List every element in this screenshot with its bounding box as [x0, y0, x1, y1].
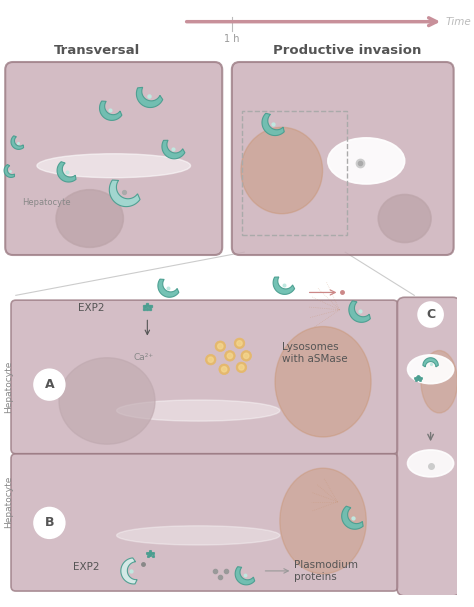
- Polygon shape: [273, 277, 295, 294]
- Polygon shape: [11, 136, 24, 149]
- Polygon shape: [137, 87, 163, 107]
- Circle shape: [215, 341, 226, 351]
- Text: Ca²⁺: Ca²⁺: [134, 353, 154, 362]
- Circle shape: [237, 341, 242, 346]
- Ellipse shape: [328, 138, 405, 184]
- Ellipse shape: [117, 400, 280, 421]
- Polygon shape: [158, 279, 179, 297]
- Text: Hepatocyte: Hepatocyte: [5, 361, 14, 413]
- Polygon shape: [57, 161, 76, 182]
- Circle shape: [239, 365, 244, 370]
- Circle shape: [219, 364, 229, 375]
- Text: EXP2: EXP2: [73, 562, 100, 572]
- FancyBboxPatch shape: [232, 62, 454, 255]
- Circle shape: [241, 351, 252, 361]
- Ellipse shape: [408, 355, 454, 384]
- Circle shape: [418, 302, 443, 327]
- Ellipse shape: [280, 468, 366, 574]
- Polygon shape: [235, 567, 255, 585]
- Polygon shape: [262, 114, 284, 135]
- Polygon shape: [109, 180, 140, 206]
- Circle shape: [34, 507, 65, 538]
- Polygon shape: [121, 558, 137, 584]
- Circle shape: [234, 338, 245, 348]
- Polygon shape: [423, 358, 438, 367]
- Circle shape: [208, 357, 213, 362]
- Ellipse shape: [59, 358, 155, 444]
- Text: Plasmodium
proteins: Plasmodium proteins: [294, 560, 358, 582]
- Polygon shape: [162, 140, 185, 159]
- Text: Lysosomes
with aSMase: Lysosomes with aSMase: [282, 342, 347, 364]
- Text: B: B: [45, 517, 54, 529]
- Ellipse shape: [421, 351, 457, 413]
- Polygon shape: [349, 301, 370, 322]
- Text: A: A: [45, 378, 54, 391]
- Ellipse shape: [378, 194, 431, 243]
- Text: 1 h: 1 h: [224, 34, 239, 44]
- Circle shape: [227, 353, 233, 359]
- Circle shape: [218, 344, 223, 349]
- FancyBboxPatch shape: [5, 62, 222, 255]
- Ellipse shape: [37, 154, 191, 178]
- Text: Transversal: Transversal: [55, 44, 140, 57]
- Polygon shape: [4, 164, 15, 177]
- FancyBboxPatch shape: [397, 297, 460, 596]
- Circle shape: [225, 351, 235, 361]
- Text: Hepatocyte: Hepatocyte: [5, 476, 14, 528]
- Text: Time: Time: [446, 16, 472, 27]
- Ellipse shape: [275, 327, 371, 437]
- Circle shape: [205, 354, 216, 365]
- Polygon shape: [100, 101, 122, 120]
- FancyBboxPatch shape: [11, 300, 398, 454]
- Circle shape: [236, 362, 246, 373]
- Ellipse shape: [117, 526, 280, 545]
- Circle shape: [34, 369, 65, 400]
- Text: Hepatocyte: Hepatocyte: [22, 198, 71, 207]
- Ellipse shape: [408, 450, 454, 477]
- Ellipse shape: [241, 127, 323, 214]
- FancyBboxPatch shape: [11, 454, 398, 591]
- Ellipse shape: [56, 190, 123, 247]
- Text: Productive invasion: Productive invasion: [273, 44, 421, 57]
- Text: EXP2: EXP2: [78, 303, 105, 313]
- Text: C: C: [426, 308, 435, 321]
- Circle shape: [244, 353, 249, 359]
- Polygon shape: [342, 506, 363, 529]
- Circle shape: [221, 367, 227, 372]
